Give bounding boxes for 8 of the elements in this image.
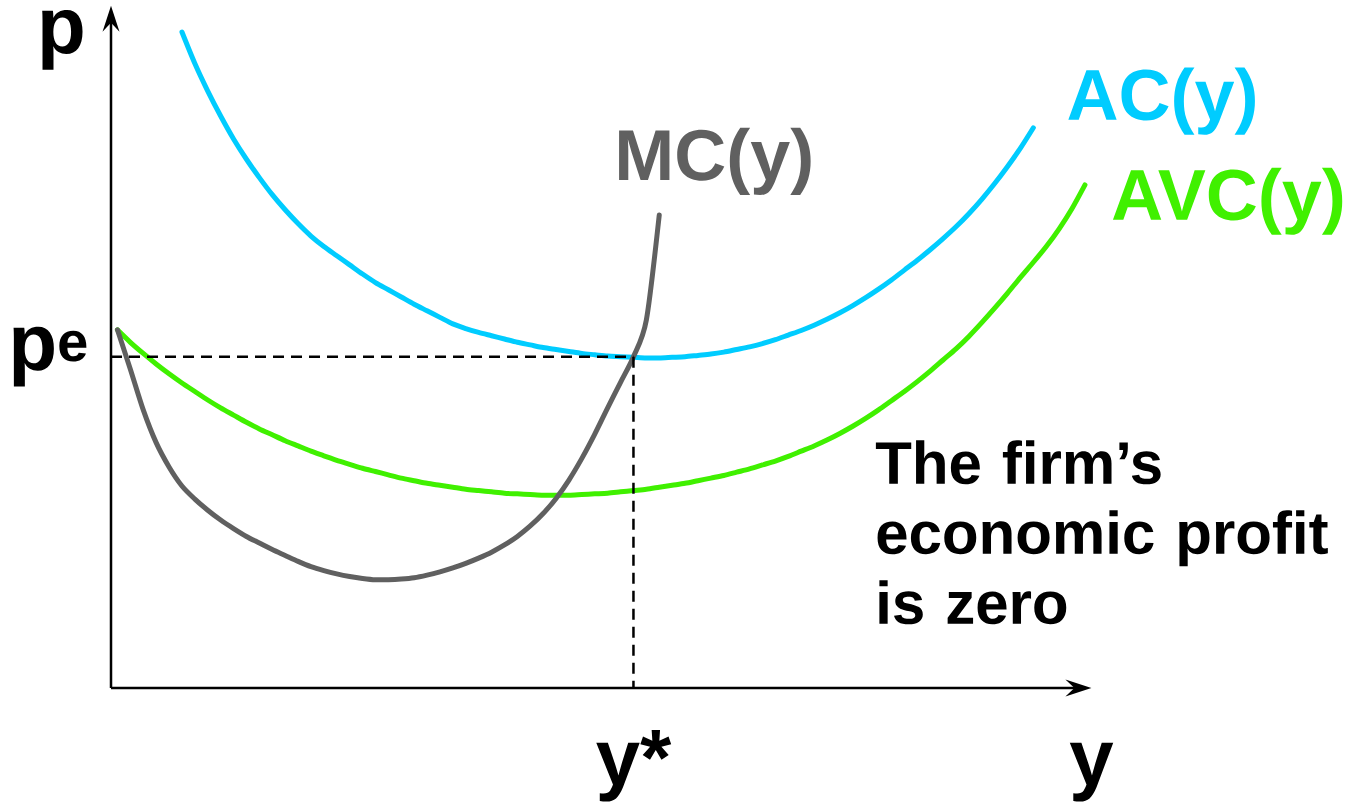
series-label: AVC(y): [1112, 167, 1343, 235]
y-axis-title: p: [42, 9, 83, 70]
series-label: AC(y): [1068, 67, 1255, 135]
ref-line-label: p$^{e}$: [13, 326, 87, 387]
annotation: The firm’s economic profit is zero: [875, 440, 1328, 625]
x-axis-title: y: [1069, 742, 1114, 802]
series-label: MC(y): [619, 127, 811, 195]
text: y*: [596, 729, 672, 802]
